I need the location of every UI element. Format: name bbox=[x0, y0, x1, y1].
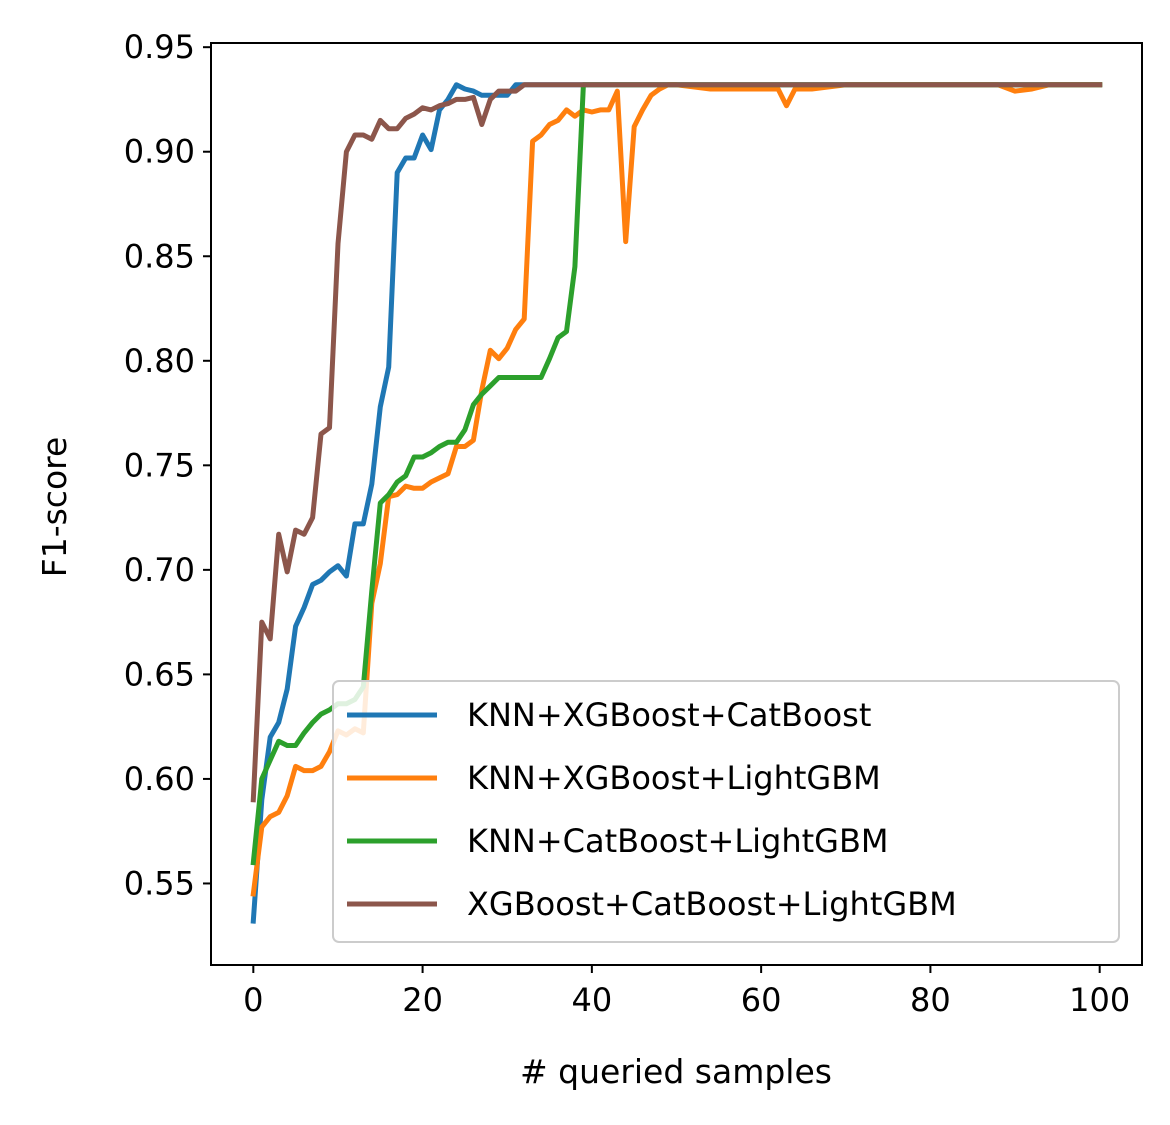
y-tick-label: 0.70 bbox=[124, 551, 195, 589]
x-tick-label: 100 bbox=[1069, 981, 1130, 1019]
plot-frame bbox=[210, 42, 1143, 966]
x-tick-label: 60 bbox=[741, 981, 782, 1019]
legend: KNN+XGBoost+CatBoost KNN+XGBoost+LightGBM… bbox=[332, 680, 1120, 943]
x-tick-label: 20 bbox=[402, 981, 443, 1019]
legend-label-4: XGBoost+CatBoost+LightGBM bbox=[467, 885, 957, 923]
y-tick-label: 0.55 bbox=[124, 864, 195, 902]
y-tick-label: 0.80 bbox=[124, 342, 195, 380]
legend-box bbox=[332, 680, 1120, 943]
x-tick-label: 40 bbox=[572, 981, 613, 1019]
legend-entries: KNN+XGBoost+CatBoost KNN+XGBoost+LightGBM… bbox=[347, 696, 957, 923]
y-tick-label: 0.75 bbox=[124, 446, 195, 484]
y-axis-label: F1-score bbox=[35, 437, 74, 578]
series-line-4 bbox=[250, 82, 1103, 803]
x-axis-label: # queried samples bbox=[520, 1052, 832, 1091]
x-axis-ticks: 0 20 40 60 80 100 bbox=[243, 965, 1130, 1019]
y-tick-label: 0.65 bbox=[124, 655, 195, 693]
legend-label-3: KNN+CatBoost+LightGBM bbox=[467, 822, 889, 860]
legend-label-1: KNN+XGBoost+CatBoost bbox=[467, 696, 871, 734]
y-tick-label: 0.60 bbox=[124, 760, 195, 798]
legend-label-2: KNN+XGBoost+LightGBM bbox=[467, 759, 881, 797]
x-tick-label: 80 bbox=[910, 981, 951, 1019]
series-line-3 bbox=[250, 82, 1103, 866]
y-axis-ticks: 0.55 0.60 0.65 0.70 0.75 0.80 0.85 0.90 0.95 bbox=[124, 28, 211, 902]
y-tick-label: 0.95 bbox=[124, 28, 195, 66]
x-tick-label: 0 bbox=[243, 981, 263, 1019]
y-tick-label: 0.85 bbox=[124, 237, 195, 275]
y-tick-label: 0.90 bbox=[124, 133, 195, 171]
